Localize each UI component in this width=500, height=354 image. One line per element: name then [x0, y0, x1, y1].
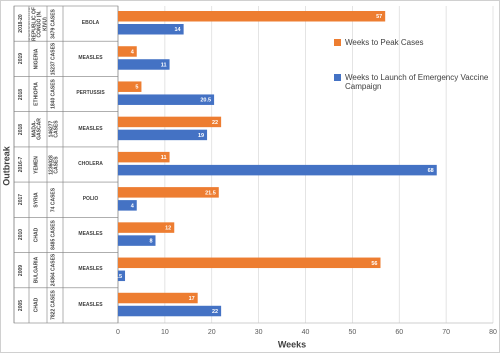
category-cases: 24364 CASES	[51, 253, 58, 287]
category-disease: MEASLES	[78, 55, 103, 62]
bar	[118, 270, 126, 282]
data-label: 17	[189, 296, 195, 302]
x-tick-label: 50	[348, 329, 356, 336]
bar	[118, 292, 198, 304]
bar	[118, 222, 175, 233]
x-tick-label: 0	[116, 329, 120, 336]
data-label: 20.5	[200, 98, 211, 104]
legend-label: Weeks to Peak Cases	[345, 38, 424, 47]
data-label: 22	[212, 309, 218, 315]
category-country: YEMEN	[34, 155, 41, 174]
category-cases: 8485 CASES	[51, 220, 58, 250]
x-axis-title: Weeks	[278, 339, 306, 349]
bar	[118, 116, 222, 128]
bar	[118, 59, 170, 70]
x-tick-label: 10	[161, 329, 169, 336]
data-label: 68	[428, 168, 434, 174]
category-cases: 146277 CASES	[48, 120, 60, 138]
x-tick-label: 40	[302, 329, 310, 336]
bar	[118, 81, 142, 92]
data-label: 4	[131, 49, 135, 55]
data-label: 21.5	[205, 190, 216, 196]
bar	[118, 164, 437, 176]
category-cases: 15237 CASES	[51, 42, 58, 76]
x-tick-label: 80	[489, 329, 497, 336]
x-tick-label: 20	[208, 329, 216, 336]
legend-label: Weeks to Launch of Emergency Vaccine Cam…	[345, 73, 489, 91]
legend-swatch	[334, 39, 341, 46]
category-cases: 3479 CASES	[51, 8, 58, 39]
category-year: 2018-20	[17, 14, 24, 33]
data-label: 1.5	[114, 274, 122, 280]
category-country: ETHIOPIA	[34, 82, 41, 106]
bar	[118, 187, 219, 198]
bar	[118, 151, 170, 163]
data-label: 11	[161, 155, 167, 161]
category-cases: 1236028 CASES	[48, 154, 60, 175]
category-cases: 74 CASES	[51, 187, 58, 212]
category-disease: CHOLERA	[78, 160, 103, 167]
data-label: 12	[165, 226, 171, 232]
category-disease: MEASLES	[78, 301, 103, 308]
bar	[118, 46, 137, 57]
category-disease: EBOLA	[81, 19, 100, 26]
data-label: 4	[131, 203, 135, 209]
legend-item: Weeks to Launch of Emergency Vaccine Cam…	[334, 73, 494, 91]
bar	[118, 24, 184, 35]
x-tick-label: 60	[395, 329, 403, 336]
category-country: BULGARIA	[34, 256, 41, 284]
bar	[118, 235, 156, 246]
category-year: 2017	[17, 194, 24, 206]
category-country: MADA-GASCAR	[31, 118, 43, 141]
bar	[118, 305, 222, 317]
data-label: 8	[149, 239, 152, 245]
category-country: NIGERIA	[34, 48, 41, 70]
category-disease: MEASLES	[78, 231, 103, 238]
category-country: SYRIA	[34, 192, 41, 208]
category-year: 2018	[17, 88, 24, 100]
x-tick-label: 70	[442, 329, 450, 336]
category-country: DEMOCRATIC REPUBLIC OF CONGO (N. KIVU)	[28, 6, 47, 41]
category-cases: 1840 CASES	[51, 79, 58, 109]
data-label: 56	[371, 261, 377, 267]
y-axis-title: Outbreak	[1, 145, 11, 186]
legend-swatch	[334, 74, 341, 81]
data-label: 19	[198, 133, 204, 139]
category-disease: MEASLES	[78, 266, 103, 273]
data-label: 22	[212, 120, 218, 126]
category-year: 2010	[17, 229, 24, 241]
category-cases: 7822 CASES	[51, 290, 58, 321]
category-year: 2019	[17, 53, 24, 65]
category-year: 2018	[17, 123, 24, 135]
bar	[118, 11, 386, 22]
category-country: CHAD	[34, 298, 41, 313]
bar	[118, 94, 215, 105]
category-disease: PERTUSSIS	[76, 90, 105, 97]
data-label: 11	[161, 62, 167, 68]
legend-item: Weeks to Peak Cases	[334, 38, 494, 47]
data-label: 14	[175, 27, 182, 33]
bar	[118, 129, 208, 141]
bar	[118, 200, 137, 211]
data-label: 57	[376, 14, 382, 20]
category-disease: POLIO	[82, 195, 99, 202]
data-label: 5	[135, 85, 138, 91]
category-year: 2005	[17, 299, 24, 311]
bar	[118, 257, 381, 269]
category-country: CHAD	[34, 227, 41, 243]
category-year: 2016-7	[17, 156, 24, 173]
category-disease: MEASLES	[78, 125, 103, 132]
category-year: 2009	[17, 264, 24, 276]
x-tick-label: 30	[255, 329, 263, 336]
